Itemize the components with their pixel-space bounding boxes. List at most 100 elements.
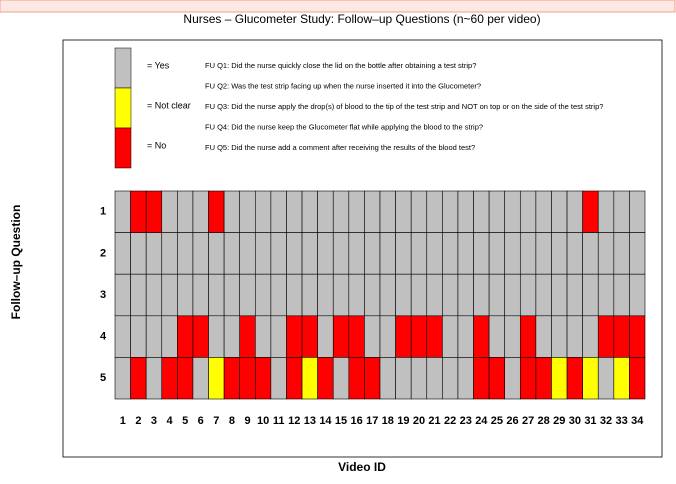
x-tick-label: 29 [553,415,565,427]
heat-cell [457,357,474,400]
heat-cell [192,315,209,358]
x-tick-label: 18 [382,415,394,427]
heat-cell [442,315,459,358]
heat-cell [161,273,178,317]
question-text: FU Q3: Did the nurse apply the drop(s) o… [205,102,603,111]
heat-cell [442,273,459,317]
heat-cell [254,315,272,358]
heat-cell [130,190,147,233]
heat-cell [130,232,147,275]
heat-cell [597,232,615,275]
x-tick-label: 13 [304,415,316,427]
heat-cell [161,315,178,358]
x-tick-label: 21 [428,415,440,427]
heat-cell [535,273,552,317]
heat-cell [613,232,630,275]
heat-cell [192,190,209,233]
heat-cell [130,357,147,400]
chart-title: Nurses – Glucometer Study: Follow–up Que… [183,12,540,26]
heat-cell [145,190,163,233]
heat-cell [582,357,599,400]
heat-cell [177,273,194,317]
heat-cell [473,232,490,275]
heat-cell [457,273,474,317]
x-tick-label: 11 [273,415,285,427]
heat-cell [239,357,256,400]
heat-cell [223,232,241,275]
heat-cell [317,357,334,400]
heat-cell [566,357,583,400]
x-tick-label: 5 [182,415,188,427]
x-tick-label: 28 [538,415,550,427]
heat-cell [379,190,396,233]
legend-label: = Yes [147,60,170,70]
x-tick-label: 32 [600,415,612,427]
heat-cell [208,190,225,233]
heat-cell [223,357,241,400]
heat-cell [629,190,646,233]
heat-cell [613,190,630,233]
heat-cell [597,273,615,317]
heat-cell [301,232,318,275]
heat-cell [317,232,334,275]
heat-cell [488,357,506,400]
heat-cell [270,357,287,400]
heat-cell [270,232,287,275]
heat-cell [286,232,303,275]
heat-cell [582,190,599,233]
heat-cell [364,357,381,400]
heat-cell [629,315,646,358]
heat-cell [442,190,459,233]
heat-cell [535,315,552,358]
x-tick-label: 10 [257,415,269,427]
y-axis-title: Follow–up Question [9,205,23,320]
x-tick-label: 8 [229,415,235,427]
x-tick-label: 17 [366,415,378,427]
heat-cell [332,315,350,358]
heat-cell [519,273,537,317]
heat-cell [348,273,365,317]
x-tick-label: 20 [413,415,425,427]
heat-cell [145,315,163,358]
heat-cell [582,315,599,358]
heat-cell [192,273,209,317]
heat-cell [473,315,490,358]
heat-cell [192,357,209,400]
heat-cell [597,357,615,400]
heat-cell [161,357,178,400]
heat-cell [348,190,365,233]
heat-cell [629,273,646,317]
x-tick-label: 6 [198,415,204,427]
heat-cell [254,273,272,317]
heat-cell [114,315,131,358]
heat-cell [254,357,272,400]
heat-cell [473,273,490,317]
heat-cell [504,232,521,275]
heat-cell [473,357,490,400]
heat-cell [582,232,599,275]
heat-cell [208,232,225,275]
heat-cell [301,357,318,400]
legend-label: = Not clear [147,100,191,110]
heat-cell [519,190,537,233]
x-tick-label: 34 [631,415,644,427]
heat-cell [208,273,225,317]
heat-cell [332,357,350,400]
heat-cell [504,190,521,233]
x-tick-label: 16 [350,415,362,427]
heat-cell [457,190,474,233]
heat-cell [239,273,256,317]
heat-cell [442,357,459,400]
heat-cell [364,232,381,275]
y-tick-label: 3 [100,289,106,301]
heat-cell [426,190,443,233]
question-text: FU Q5: Did the nurse add a comment after… [205,143,475,152]
heat-cell [177,315,194,358]
heat-cell [410,273,428,317]
heat-cell [379,232,396,275]
heat-cell [192,232,209,275]
heat-cell [551,232,568,275]
heat-cell [473,190,490,233]
heat-cell [426,315,443,358]
heat-cell [254,190,272,233]
